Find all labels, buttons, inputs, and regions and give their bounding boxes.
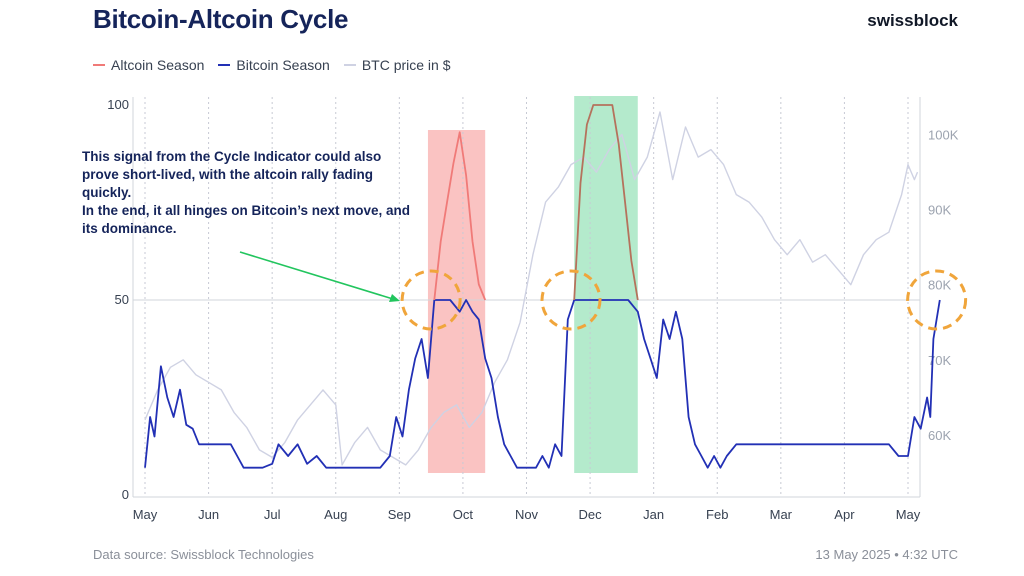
x-tick-label: Jan	[643, 507, 664, 522]
y-right-tick-label: 80K	[928, 278, 951, 293]
legend-item-bitcoin-season[interactable]: Bitcoin Season	[218, 57, 330, 73]
y-right-tick-label: 70K	[928, 353, 951, 368]
series-line-bitcoin-season	[144, 299, 941, 469]
highlight-region-altcoin	[427, 130, 486, 473]
footer-timestamp: 13 May 2025 • 4:32 UTC	[815, 547, 958, 562]
x-tick-label: Jul	[264, 507, 281, 522]
annotation-line-2: In the end, it all hinges on Bitcoin’s n…	[82, 203, 411, 236]
chart-legend: Altcoin Season Bitcoin Season BTC price …	[93, 57, 451, 73]
x-tick-label: Apr	[834, 507, 855, 522]
highlight-circle	[400, 269, 462, 331]
series-line-bitcoin-season-top	[573, 104, 639, 301]
highlight-circle	[540, 269, 602, 331]
y-right-tick-label: 100K	[928, 128, 959, 143]
highlight-circle	[906, 269, 968, 331]
annotation-arrow	[239, 251, 394, 300]
y-left-tick-label: 50	[115, 292, 129, 307]
x-tick-label: May	[896, 507, 921, 522]
y-left-tick-label: 0	[122, 487, 129, 502]
series-line-btc-price	[144, 111, 919, 466]
x-tick-label: Dec	[579, 507, 603, 522]
y-right-tick-label: 90K	[928, 203, 951, 218]
legend-label-btc-price: BTC price in $	[361, 57, 451, 73]
brand-logo: swissblock	[867, 11, 958, 30]
annotation-line-1: This signal from the Cycle Indicator cou…	[82, 149, 382, 200]
legend-item-altcoin-season[interactable]: Altcoin Season	[93, 57, 204, 73]
legend-item-btc-price[interactable]: BTC price in $	[343, 57, 451, 73]
x-tick-label: Aug	[324, 507, 347, 522]
y-left-tick-label: 100	[107, 97, 129, 112]
series-line-altcoin-season	[433, 131, 487, 301]
legend-label-altcoin: Altcoin Season	[111, 57, 205, 73]
x-tick-label: Jun	[198, 507, 219, 522]
legend-swatch-bitcoin	[218, 64, 231, 66]
y-right-tick-label: 60K	[928, 428, 951, 443]
x-tick-label: Oct	[453, 507, 474, 522]
legend-swatch-altcoin	[93, 64, 105, 66]
annotation-text: This signal from the Cycle Indicator cou…	[82, 148, 412, 238]
x-tick-label: Sep	[388, 507, 411, 522]
legend-swatch-btc-price	[343, 64, 356, 66]
footer-source: Data source: Swissblock Technologies	[93, 547, 314, 562]
x-tick-label: Nov	[515, 507, 539, 522]
x-tick-label: Mar	[770, 507, 793, 522]
legend-label-bitcoin: Bitcoin Season	[236, 57, 330, 73]
annotation-arrowhead	[389, 294, 400, 302]
x-tick-label: Feb	[706, 507, 728, 522]
x-tick-label: May	[133, 507, 158, 522]
chart-title: Bitcoin-Altcoin Cycle	[93, 4, 349, 34]
